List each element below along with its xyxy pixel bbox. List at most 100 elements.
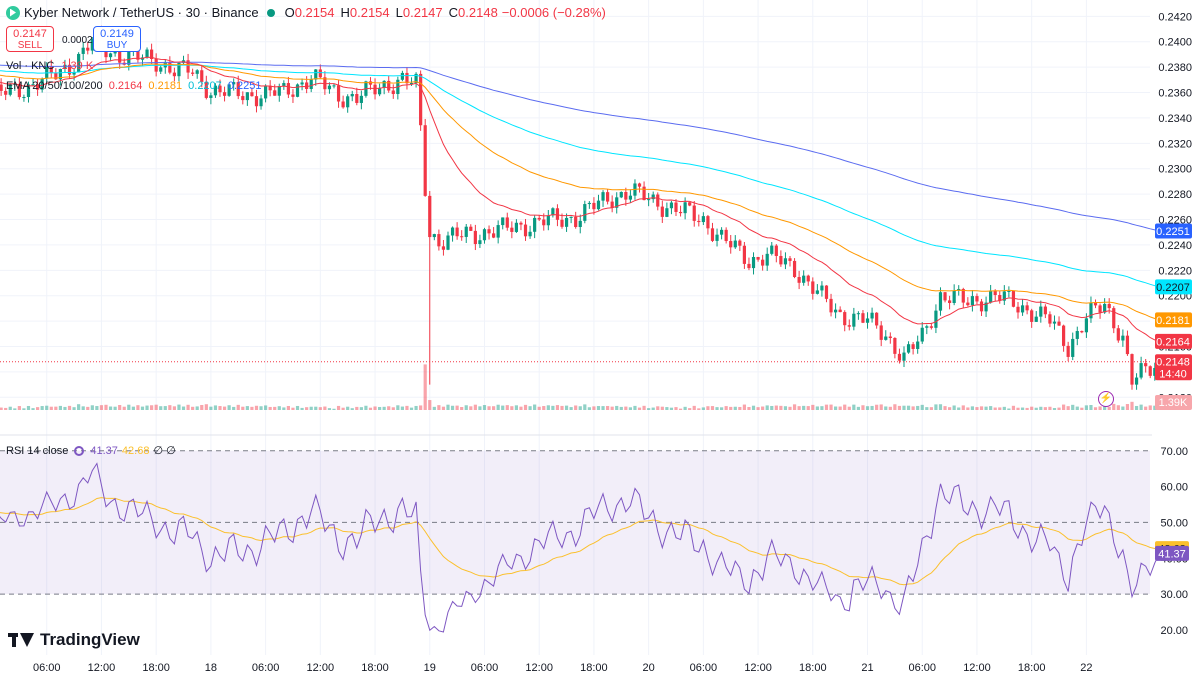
- ema20-value: 0.2164: [108, 80, 143, 92]
- candle-body: [1011, 290, 1016, 307]
- candle-body: [295, 84, 300, 97]
- candle-body: [975, 296, 979, 302]
- rsi-settings-icon[interactable]: [74, 445, 85, 456]
- candle-body: [560, 219, 564, 227]
- volume-bar: [651, 407, 655, 410]
- candle-body: [423, 125, 427, 196]
- time-tick-label: 12:00: [963, 662, 991, 674]
- volume-bar: [432, 406, 436, 410]
- rsi-legend[interactable]: RSI 14 close 41.37 42.68 ∅ ∅: [6, 444, 176, 458]
- candle-body: [487, 229, 491, 234]
- candle-body: [40, 78, 44, 90]
- candle-body: [300, 82, 304, 85]
- candle-body: [49, 66, 53, 73]
- time-tick-label: 06:00: [471, 662, 499, 674]
- sell-button[interactable]: 0.2147 SELL: [6, 26, 54, 52]
- volume-bar: [45, 405, 49, 410]
- candle-body: [998, 295, 1002, 301]
- price-tick-label: 0.2220: [1158, 265, 1192, 277]
- volume-bar: [172, 406, 176, 410]
- volume-bar: [993, 407, 997, 410]
- candle-body: [1057, 321, 1061, 326]
- price-tag: [1155, 312, 1192, 328]
- volume-bar: [1048, 406, 1052, 410]
- volume-bar: [815, 406, 819, 410]
- time-tick-label: 20: [643, 662, 655, 674]
- candle-body: [460, 236, 464, 238]
- volume-bar: [159, 406, 163, 410]
- time-tick-label: 12:00: [744, 662, 772, 674]
- volume-bar: [925, 407, 929, 410]
- volume-bar: [596, 406, 601, 410]
- candle-body: [501, 217, 505, 226]
- candle-body: [409, 83, 414, 85]
- volume-bar: [409, 407, 414, 410]
- sell-price: 0.2147: [13, 28, 47, 40]
- volume-bar: [441, 406, 446, 410]
- candle-body: [36, 84, 40, 90]
- candle-body: [806, 275, 810, 282]
- kyber-logo-icon: [6, 5, 20, 20]
- volume-bar: [1098, 406, 1102, 410]
- volume-bar: [250, 406, 254, 410]
- volume-bar: [847, 406, 851, 410]
- candle-body: [419, 73, 423, 126]
- symbol-title[interactable]: Kyber Network / TetherUS · 30 · Binance: [24, 5, 259, 20]
- volume-bar: [697, 408, 701, 410]
- volume-bar: [811, 404, 815, 410]
- ema100-line: [0, 64, 1160, 288]
- price-tick-label: 0.2300: [1158, 164, 1192, 176]
- volume-bar: [332, 408, 336, 410]
- volume-bar: [738, 406, 742, 410]
- candle-body: [952, 290, 956, 304]
- lightning-icon[interactable]: ⚡: [1098, 391, 1114, 407]
- candle-body: [943, 292, 947, 301]
- volume-bar: [948, 407, 952, 410]
- candle-body: [77, 53, 81, 73]
- ema-legend[interactable]: EMA 20/50/100/200 0.2164 0.2181 0.2207 0…: [6, 80, 262, 92]
- price-tick-label: 0.2320: [1158, 138, 1192, 150]
- rsi-tick-label: 60.00: [1160, 482, 1188, 494]
- buy-button[interactable]: 0.2149 BUY: [93, 26, 141, 52]
- candle-body: [26, 84, 31, 98]
- candle-body: [177, 62, 181, 77]
- rsi-tag: [1155, 545, 1189, 561]
- candle-body: [888, 336, 892, 339]
- candle-body: [619, 191, 623, 198]
- candle-body: [378, 87, 382, 95]
- candle-body: [277, 86, 281, 96]
- candle-body: [765, 253, 769, 266]
- candle-body: [58, 68, 62, 80]
- volume-bar: [40, 406, 44, 410]
- candle-body: [542, 219, 546, 226]
- candle-body: [774, 245, 778, 256]
- candle-body: [1103, 303, 1107, 313]
- volume-bar: [1134, 405, 1139, 410]
- candle-body: [254, 96, 259, 107]
- volume-bar: [1016, 407, 1020, 410]
- candle-body: [437, 234, 441, 247]
- candle-body: [938, 292, 943, 311]
- candle-body: [637, 183, 642, 187]
- candle-body: [1080, 331, 1084, 333]
- volume-legend[interactable]: Vol · KNC 1.39 K: [6, 60, 93, 72]
- buy-price: 0.2149: [100, 28, 134, 40]
- volume-bar: [902, 405, 906, 410]
- candle-body: [464, 226, 468, 237]
- volume-bar: [118, 404, 122, 410]
- candle-body: [683, 202, 687, 214]
- volume-bar: [36, 407, 40, 410]
- candle-body: [473, 230, 477, 245]
- time-tick-label: 06:00: [252, 662, 280, 674]
- volume-bar: [779, 405, 783, 410]
- candle-body: [920, 327, 924, 342]
- volume-bar: [1062, 404, 1066, 410]
- volume-bar: [574, 405, 578, 410]
- candle-body: [742, 245, 746, 264]
- candle-body: [1121, 335, 1125, 341]
- volume-bar: [1002, 406, 1006, 410]
- volume-bar: [505, 405, 509, 410]
- candle-body: [391, 90, 395, 95]
- tradingview-logo[interactable]: TradingView: [8, 630, 140, 650]
